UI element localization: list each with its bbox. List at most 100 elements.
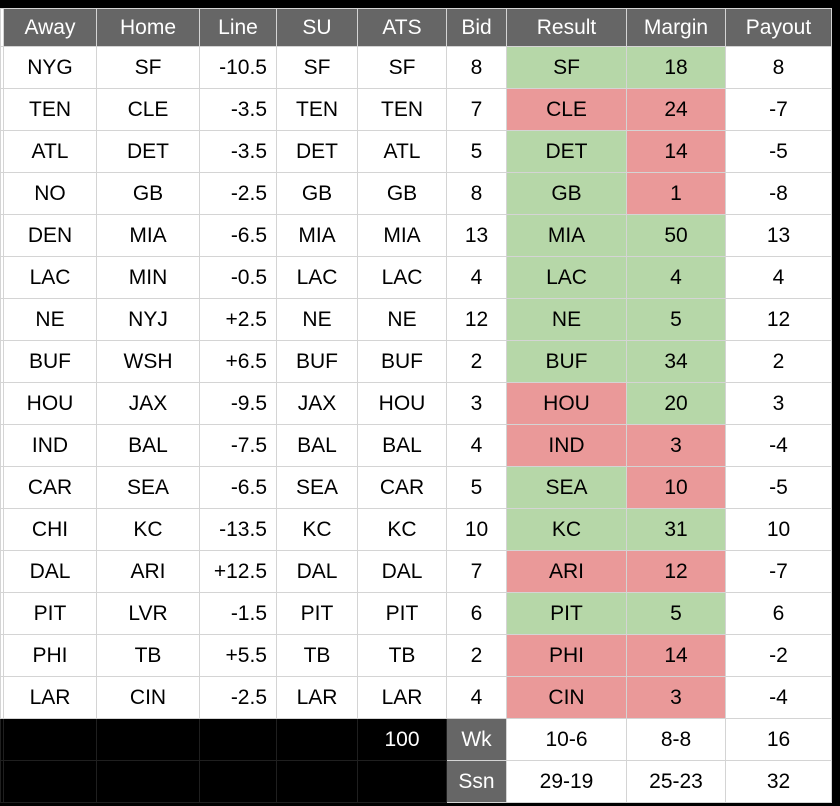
line-cell[interactable]: +2.5: [199, 298, 277, 341]
away-cell[interactable]: DEN: [3, 214, 97, 257]
home-cell[interactable]: CIN: [96, 676, 200, 719]
su-pick-cell[interactable]: LAR: [276, 676, 358, 719]
margin-cell[interactable]: 34: [626, 340, 726, 383]
payout-cell[interactable]: 2: [725, 340, 832, 383]
su-pick-cell[interactable]: SF: [276, 46, 358, 89]
payout-cell[interactable]: -5: [725, 466, 832, 509]
column-header-ats[interactable]: ATS: [357, 8, 447, 47]
line-cell[interactable]: -3.5: [199, 88, 277, 131]
home-cell[interactable]: MIN: [96, 256, 200, 299]
line-cell[interactable]: -10.5: [199, 46, 277, 89]
result-cell[interactable]: SF: [506, 46, 627, 89]
home-cell[interactable]: WSH: [96, 340, 200, 383]
line-cell[interactable]: -1.5: [199, 592, 277, 635]
su-pick-cell[interactable]: NE: [276, 298, 358, 341]
margin-cell[interactable]: 1: [626, 172, 726, 215]
away-cell[interactable]: BUF: [3, 340, 97, 383]
payout-cell[interactable]: -8: [725, 172, 832, 215]
line-cell[interactable]: -13.5: [199, 508, 277, 551]
su-pick-cell[interactable]: KC: [276, 508, 358, 551]
away-cell[interactable]: IND: [3, 424, 97, 467]
payout-cell[interactable]: -7: [725, 550, 832, 593]
payout-cell[interactable]: 3: [725, 382, 832, 425]
ats-pick-cell[interactable]: MIA: [357, 214, 447, 257]
ats-pick-cell[interactable]: PIT: [357, 592, 447, 635]
result-cell[interactable]: BUF: [506, 340, 627, 383]
home-cell[interactable]: MIA: [96, 214, 200, 257]
margin-cell[interactable]: 20: [626, 382, 726, 425]
column-header-payout[interactable]: Payout: [725, 8, 832, 47]
margin-cell[interactable]: 3: [626, 424, 726, 467]
ats-pick-cell[interactable]: KC: [357, 508, 447, 551]
result-cell[interactable]: KC: [506, 508, 627, 551]
column-header-su[interactable]: SU: [276, 8, 358, 47]
home-cell[interactable]: JAX: [96, 382, 200, 425]
line-cell[interactable]: +5.5: [199, 634, 277, 677]
ats-pick-cell[interactable]: HOU: [357, 382, 447, 425]
bid-cell[interactable]: 7: [446, 550, 507, 593]
su-pick-cell[interactable]: DET: [276, 130, 358, 173]
ats-pick-cell[interactable]: BUF: [357, 340, 447, 383]
week-label-cell[interactable]: Wk: [446, 718, 507, 761]
column-header-away[interactable]: Away: [3, 8, 97, 47]
bid-cell[interactable]: 5: [446, 466, 507, 509]
margin-cell[interactable]: 24: [626, 88, 726, 131]
home-cell[interactable]: SEA: [96, 466, 200, 509]
away-cell[interactable]: PHI: [3, 634, 97, 677]
column-header-home[interactable]: Home: [96, 8, 200, 47]
payout-cell[interactable]: -2: [725, 634, 832, 677]
away-cell[interactable]: ATL: [3, 130, 97, 173]
result-cell[interactable]: GB: [506, 172, 627, 215]
home-cell[interactable]: TB: [96, 634, 200, 677]
payout-cell[interactable]: 6: [725, 592, 832, 635]
su-pick-cell[interactable]: GB: [276, 172, 358, 215]
home-cell[interactable]: NYJ: [96, 298, 200, 341]
margin-cell[interactable]: 50: [626, 214, 726, 257]
ats-pick-cell[interactable]: TEN: [357, 88, 447, 131]
payout-cell[interactable]: -7: [725, 88, 832, 131]
ats-pick-cell[interactable]: SF: [357, 46, 447, 89]
su-pick-cell[interactable]: JAX: [276, 382, 358, 425]
line-cell[interactable]: -9.5: [199, 382, 277, 425]
su-pick-cell[interactable]: SEA: [276, 466, 358, 509]
ats-pick-cell[interactable]: ATL: [357, 130, 447, 173]
column-header-result[interactable]: Result: [506, 8, 627, 47]
bid-cell[interactable]: 10: [446, 508, 507, 551]
bid-cell[interactable]: 6: [446, 592, 507, 635]
week-su-record-cell[interactable]: 10-6: [506, 718, 627, 761]
season-payout-total-cell[interactable]: 32: [725, 760, 832, 803]
bid-total-cell[interactable]: 100: [357, 718, 447, 761]
margin-cell[interactable]: 18: [626, 46, 726, 89]
result-cell[interactable]: ARI: [506, 550, 627, 593]
away-cell[interactable]: TEN: [3, 88, 97, 131]
line-cell[interactable]: -3.5: [199, 130, 277, 173]
margin-cell[interactable]: 5: [626, 298, 726, 341]
away-cell[interactable]: CAR: [3, 466, 97, 509]
result-cell[interactable]: NE: [506, 298, 627, 341]
payout-cell[interactable]: 13: [725, 214, 832, 257]
bid-cell[interactable]: 7: [446, 88, 507, 131]
payout-cell[interactable]: -4: [725, 424, 832, 467]
home-cell[interactable]: ARI: [96, 550, 200, 593]
line-cell[interactable]: -6.5: [199, 466, 277, 509]
bid-cell[interactable]: 4: [446, 676, 507, 719]
home-cell[interactable]: CLE: [96, 88, 200, 131]
bid-cell[interactable]: 4: [446, 256, 507, 299]
week-payout-total-cell[interactable]: 16: [725, 718, 832, 761]
payout-cell[interactable]: 8: [725, 46, 832, 89]
su-pick-cell[interactable]: BAL: [276, 424, 358, 467]
ats-pick-cell[interactable]: BAL: [357, 424, 447, 467]
payout-cell[interactable]: 4: [725, 256, 832, 299]
payout-cell[interactable]: -4: [725, 676, 832, 719]
bid-cell[interactable]: 13: [446, 214, 507, 257]
su-pick-cell[interactable]: DAL: [276, 550, 358, 593]
away-cell[interactable]: NO: [3, 172, 97, 215]
column-header-margin[interactable]: Margin: [626, 8, 726, 47]
line-cell[interactable]: +12.5: [199, 550, 277, 593]
bid-cell[interactable]: 3: [446, 382, 507, 425]
line-cell[interactable]: +6.5: [199, 340, 277, 383]
su-pick-cell[interactable]: TB: [276, 634, 358, 677]
result-cell[interactable]: CIN: [506, 676, 627, 719]
home-cell[interactable]: GB: [96, 172, 200, 215]
result-cell[interactable]: SEA: [506, 466, 627, 509]
